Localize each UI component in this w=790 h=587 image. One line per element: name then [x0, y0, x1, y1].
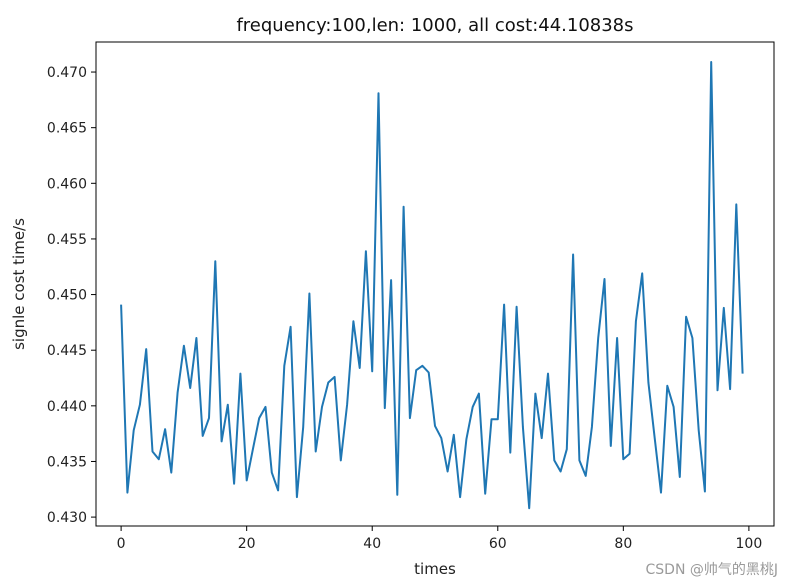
series-line	[120, 61, 744, 510]
y-axis: 0.430 0.435 0.440 0.445 0.450 0.455 0.460 0.465…	[47, 65, 96, 526]
y-tick-label: 0.445	[47, 343, 87, 359]
y-tick-label: 0.440	[47, 399, 87, 415]
x-tick-label: 100	[736, 536, 763, 552]
x-tick-label: 80	[614, 536, 632, 552]
y-tick-label: 0.465	[47, 121, 87, 137]
plot-area-frame	[95, 41, 775, 527]
y-tick-label: 0.450	[47, 288, 87, 304]
x-axis-label: times	[414, 560, 456, 578]
y-tick-label: 0.455	[47, 232, 87, 248]
x-tick-label: 0	[117, 536, 126, 552]
x-tick-label: 60	[489, 536, 507, 552]
chart-title: frequency:100,len: 1000, all cost:44.108…	[236, 15, 633, 36]
y-tick-label: 0.435	[47, 454, 87, 470]
x-tick-label: 40	[363, 536, 381, 552]
watermark-text: CSDN @帅气的黑桃J	[645, 562, 779, 578]
y-tick-label: 0.430	[47, 510, 87, 526]
y-axis-label: signle cost time/s	[10, 218, 28, 350]
y-tick-label: 0.460	[47, 176, 87, 192]
x-axis: 0 20 40 60 80 100	[117, 526, 763, 552]
y-tick-label: 0.470	[47, 65, 87, 81]
x-tick-label: 20	[238, 536, 256, 552]
